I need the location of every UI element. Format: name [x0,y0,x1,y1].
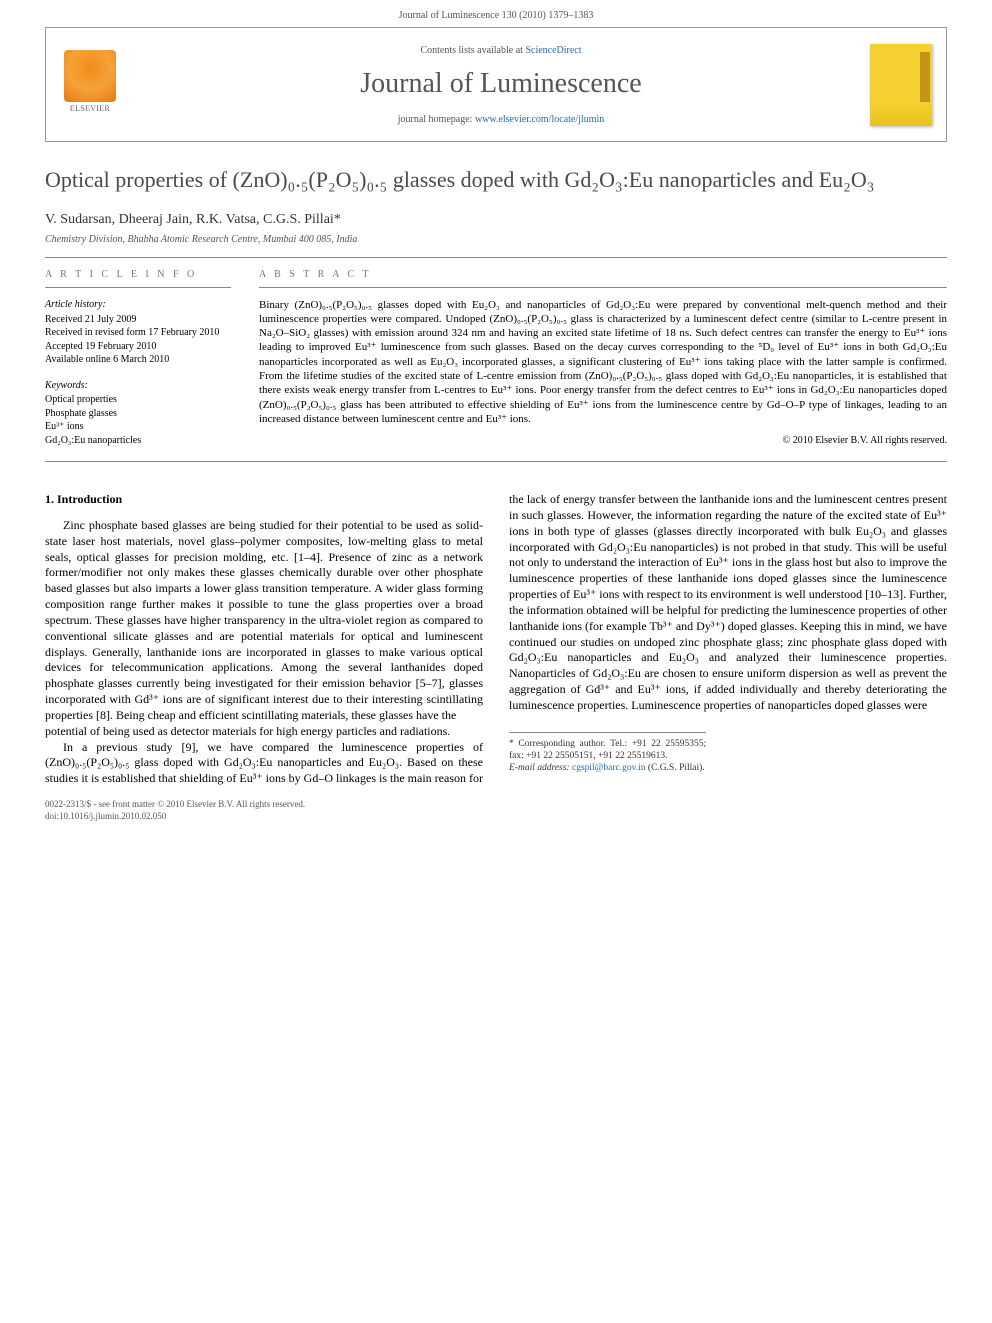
email-line: E-mail address: cgspil@barc.gov.in (C.G.… [509,762,706,774]
keywords-block: Keywords: Optical properties Phosphate g… [45,379,231,448]
footnotes: * Corresponding author. Tel.: +91 22 255… [509,732,706,775]
article-history: Article history: Received 21 July 2009 R… [45,298,231,367]
keywords-label: Keywords: [45,379,231,393]
homepage-prefix: journal homepage: [398,114,475,125]
author-email-link[interactable]: cgspil@barc.gov.in [572,763,646,773]
masthead-contents-line: Contents lists available at ScienceDirec… [132,45,870,56]
abstract-text: Binary (ZnO)₀.₅(P₂O₅)₀.₅ glasses doped w… [259,298,947,427]
history-accepted: Accepted 19 February 2010 [45,340,231,354]
abstract-copyright: © 2010 Elsevier B.V. All rights reserved… [259,434,947,447]
footer-meta: 0022-2313/$ - see front matter © 2010 El… [45,799,947,822]
history-online: Available online 6 March 2010 [45,353,231,367]
masthead-center: Contents lists available at ScienceDirec… [132,45,870,125]
elsevier-logo: ELSEVIER [60,50,120,120]
doi-line: doi:10.1016/j.jlumin.2010.02.050 [45,811,947,823]
article-container: Optical properties of (ZnO)₀.₅(P₂O₅)₀.₅ … [45,166,947,787]
elsevier-tree-icon [64,50,116,102]
keyword-1: Optical properties [45,393,231,407]
history-received: Received 21 July 2009 [45,313,231,327]
info-abstract-row: A R T I C L E I N F O Article history: R… [45,257,947,463]
email-label: E-mail address: [509,763,572,773]
article-info-heading: A R T I C L E I N F O [45,268,231,289]
body-paragraph-1b: potential of being used as detector mate… [45,724,483,740]
journal-masthead: ELSEVIER Contents lists available at Sci… [45,27,947,142]
contents-prefix: Contents lists available at [420,45,525,56]
elsevier-label: ELSEVIER [70,104,110,113]
affiliation-line: Chemistry Division, Bhabha Atomic Resear… [45,234,947,245]
abstract-heading: A B S T R A C T [259,268,947,288]
body-columns: 1. Introduction Zinc phosphate based gla… [45,492,947,787]
section-1-heading: 1. Introduction [45,492,483,508]
front-matter-line: 0022-2313/$ - see front matter © 2010 El… [45,799,947,811]
running-citation: Journal of Luminescence 130 (2010) 1379–… [0,0,992,27]
authors-line: V. Sudarsan, Dheeraj Jain, R.K. Vatsa, C… [45,212,947,228]
email-suffix: (C.G.S. Pillai). [646,763,705,773]
corresponding-author-note: * Corresponding author. Tel.: +91 22 255… [509,738,706,763]
journal-homepage-link[interactable]: www.elsevier.com/locate/jlumin [475,114,604,125]
history-label: Article history: [45,298,231,312]
body-paragraph-1: Zinc phosphate based glasses are being s… [45,518,483,724]
abstract-block: A B S T R A C T Binary (ZnO)₀.₅(P₂O₅)₀.₅… [245,258,947,462]
journal-cover-thumbnail [870,44,932,126]
history-revised: Received in revised form 17 February 201… [45,326,231,340]
keyword-4: Gd₂O₃:Eu nanoparticles [45,434,231,448]
masthead-homepage-line: journal homepage: www.elsevier.com/locat… [132,114,870,125]
keyword-3: Eu³⁺ ions [45,420,231,434]
journal-title: Journal of Luminescence [132,68,870,100]
keyword-2: Phosphate glasses [45,407,231,421]
sciencedirect-link[interactable]: ScienceDirect [525,45,581,56]
article-title: Optical properties of (ZnO)₀.₅(P₂O₅)₀.₅ … [45,166,947,194]
article-info-block: A R T I C L E I N F O Article history: R… [45,258,245,462]
